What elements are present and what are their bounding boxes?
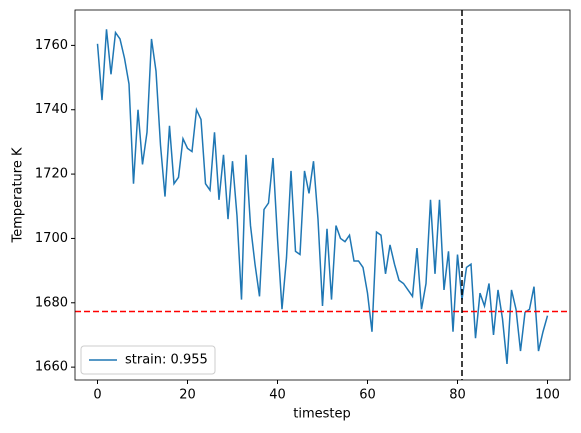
y-axis-label: Temperature K — [11, 147, 26, 243]
y-tick-label: 1720 — [35, 167, 68, 182]
x-tick-label: 100 — [535, 388, 560, 403]
y-tick-label: 1660 — [35, 360, 68, 375]
x-tick-label: 40 — [269, 388, 286, 403]
x-tick-label: 80 — [449, 388, 466, 403]
y-tick-label: 1740 — [35, 102, 68, 117]
data-line — [96, 29, 549, 364]
legend-label: strain: 0.955 — [125, 353, 208, 368]
x-axis-label: timestep — [293, 407, 351, 422]
x-tick-label: 20 — [179, 388, 196, 403]
legend-box — [80, 345, 216, 375]
x-tick-label: 0 — [93, 388, 101, 403]
plot-frame — [74, 9, 571, 381]
y-tick-label: 1760 — [35, 38, 68, 53]
x-tick-label: 60 — [359, 388, 376, 403]
y-tick-label: 1680 — [35, 295, 68, 310]
y-tick-label: 1700 — [35, 231, 68, 246]
